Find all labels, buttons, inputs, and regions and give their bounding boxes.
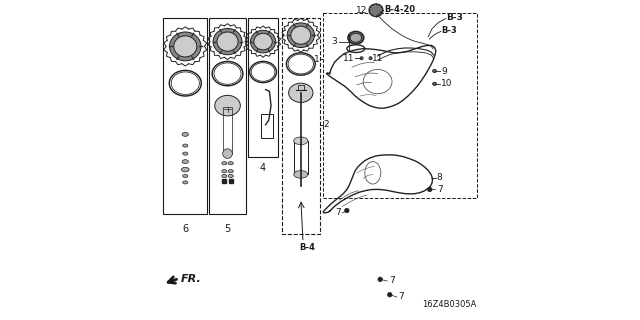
Text: 8: 8 xyxy=(436,173,442,182)
Ellipse shape xyxy=(360,57,364,60)
Text: FR.: FR. xyxy=(181,274,202,284)
Ellipse shape xyxy=(250,30,276,53)
Ellipse shape xyxy=(388,292,392,297)
Ellipse shape xyxy=(183,181,188,184)
Ellipse shape xyxy=(183,144,188,147)
Ellipse shape xyxy=(215,95,241,116)
Text: 1: 1 xyxy=(314,55,320,64)
Ellipse shape xyxy=(287,23,314,48)
Ellipse shape xyxy=(222,162,227,165)
Text: B-3: B-3 xyxy=(447,13,463,22)
Ellipse shape xyxy=(182,132,188,136)
Ellipse shape xyxy=(291,26,311,44)
Ellipse shape xyxy=(222,174,227,178)
Ellipse shape xyxy=(428,187,432,192)
Bar xyxy=(163,18,207,214)
Ellipse shape xyxy=(170,32,201,61)
Bar xyxy=(323,13,477,198)
Text: 7: 7 xyxy=(388,276,394,285)
Text: 12: 12 xyxy=(356,6,367,15)
Bar xyxy=(209,18,246,214)
Text: B-4: B-4 xyxy=(300,243,315,252)
Text: 6: 6 xyxy=(182,224,188,234)
Bar xyxy=(282,18,320,234)
Ellipse shape xyxy=(213,28,242,55)
Text: 5: 5 xyxy=(225,224,230,234)
Ellipse shape xyxy=(433,82,436,85)
Bar xyxy=(294,141,308,174)
Text: 10: 10 xyxy=(441,79,452,88)
Bar xyxy=(262,114,273,138)
Ellipse shape xyxy=(369,4,383,17)
Text: 9: 9 xyxy=(441,67,447,76)
Text: 7: 7 xyxy=(398,292,404,301)
Ellipse shape xyxy=(182,167,189,172)
Ellipse shape xyxy=(348,31,364,44)
Bar xyxy=(223,107,232,154)
Ellipse shape xyxy=(433,69,436,73)
Ellipse shape xyxy=(228,162,234,165)
Text: 11: 11 xyxy=(372,54,383,63)
Text: 16Z4B0305A: 16Z4B0305A xyxy=(422,300,477,309)
Ellipse shape xyxy=(223,149,232,158)
Ellipse shape xyxy=(228,174,234,178)
Bar xyxy=(248,18,278,157)
Ellipse shape xyxy=(174,36,197,57)
Ellipse shape xyxy=(344,208,349,213)
Ellipse shape xyxy=(350,33,362,42)
Text: B-4-20: B-4-20 xyxy=(384,5,415,14)
Text: 7: 7 xyxy=(437,185,442,194)
Ellipse shape xyxy=(182,160,188,164)
Ellipse shape xyxy=(378,277,383,282)
Ellipse shape xyxy=(369,57,372,60)
Text: 3: 3 xyxy=(332,37,337,46)
Ellipse shape xyxy=(183,152,188,155)
Ellipse shape xyxy=(183,174,188,178)
Text: 7: 7 xyxy=(335,208,340,217)
Text: B-3: B-3 xyxy=(442,26,458,35)
Ellipse shape xyxy=(294,171,308,178)
Ellipse shape xyxy=(254,33,272,50)
Text: 2: 2 xyxy=(324,120,330,129)
Text: 11: 11 xyxy=(343,54,355,63)
Ellipse shape xyxy=(217,32,238,51)
Ellipse shape xyxy=(222,170,227,173)
Ellipse shape xyxy=(289,83,313,102)
Text: 4: 4 xyxy=(260,163,266,173)
Ellipse shape xyxy=(228,170,234,173)
Ellipse shape xyxy=(294,137,308,145)
